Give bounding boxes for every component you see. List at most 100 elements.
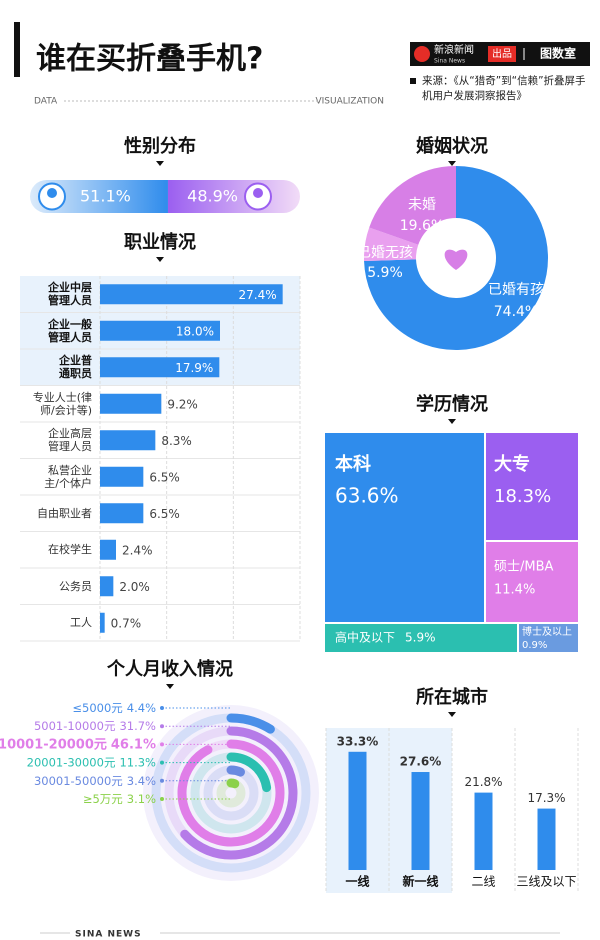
segment <box>167 180 300 213</box>
value-label: 0.9% <box>522 640 547 651</box>
category-label: 在校学生 <box>48 543 92 557</box>
category-label: 专业人士(律 师/会计等) <box>32 390 92 417</box>
title-arrow <box>156 257 164 262</box>
category-label: 企业高层 管理人员 <box>48 427 92 454</box>
ring-arc <box>226 713 275 734</box>
leader-dot <box>160 760 164 765</box>
x-tick-label: 一线 <box>345 874 369 889</box>
value-label: 18.0% <box>176 324 214 338</box>
category-label: 企业中层 管理人员 <box>48 281 92 308</box>
bar <box>411 772 430 870</box>
category-label: 企业普 通职员 <box>59 354 92 381</box>
value-label: 5.9% <box>405 631 436 645</box>
category-label: 私营企业 主/个体户 <box>44 463 92 490</box>
value-label: 31.7% <box>119 719 156 733</box>
tag: DATA <box>34 97 58 107</box>
value-label: 9.2% <box>167 397 198 411</box>
bullet <box>410 78 416 84</box>
bar <box>100 612 105 633</box>
category-label: 企业一般 管理人员 <box>48 317 92 344</box>
value-label: 3.4% <box>127 773 156 787</box>
badge: 出品 <box>492 47 512 60</box>
corner-mark <box>14 22 20 77</box>
category-label: 30001-50000元 <box>34 773 123 787</box>
ring-arc <box>180 726 298 860</box>
value-label: 17.9% <box>175 361 213 375</box>
category-label: 已婚无孩 <box>357 245 413 261</box>
title-arrow <box>156 161 164 166</box>
category-label: 公务员 <box>59 579 92 593</box>
bar <box>100 576 114 597</box>
donut-segment <box>364 166 548 350</box>
studio: 图数室 <box>540 46 576 61</box>
income-label: 10001-20000元 46.1% <box>0 737 156 752</box>
category-label: 大专 <box>494 453 530 475</box>
bar <box>474 792 493 870</box>
footer: SINA NEWS <box>75 930 142 940</box>
ring-arc <box>226 778 240 789</box>
chart-title: 性别分布 <box>124 135 196 157</box>
category-label: 20001-30000元 <box>27 755 116 769</box>
bar <box>100 393 162 414</box>
title-arrow <box>166 684 174 689</box>
value-label: 6.5% <box>149 470 180 484</box>
category-label: ≥5万元 <box>83 792 123 806</box>
category-label: 工人 <box>70 616 92 630</box>
ring-arc <box>226 765 246 777</box>
footer-bg <box>70 927 160 939</box>
value-label: 8.3% <box>161 434 192 448</box>
income-label: 5001-10000元 31.7% <box>34 719 156 733</box>
value-label: 11.3% <box>119 755 156 769</box>
category-label: 5001-10000元 <box>34 719 116 733</box>
ring-arc <box>226 752 272 793</box>
value-label: 74.4% <box>494 304 538 320</box>
bar <box>100 284 283 305</box>
category-label: 高中及以下 <box>335 630 395 645</box>
value-label: 51.1% <box>80 187 131 206</box>
chart-title: 职业情况 <box>124 232 196 253</box>
income-label: 20001-30000元 11.3% <box>27 755 156 769</box>
category-label: 未婚 <box>408 197 436 213</box>
category-label: 10001-20000元 <box>0 737 107 752</box>
x-tick-label: 新一线 <box>402 874 438 889</box>
value-label: 18.3% <box>494 486 551 507</box>
value-label: 33.3% <box>337 734 379 748</box>
chart-title: 所在城市 <box>416 686 488 708</box>
category-label: ≤5000元 <box>72 701 123 715</box>
chart-title: 学历情况 <box>416 393 488 415</box>
bar <box>100 320 220 341</box>
chart-title: 婚姻状况 <box>416 135 488 157</box>
brand-en: Sina News <box>434 58 465 65</box>
value-label: 4.4% <box>127 701 156 715</box>
treemap-cell <box>325 433 484 622</box>
income-label: ≤5000元 4.4% <box>72 701 156 715</box>
page-title: 谁在买折叠手机? <box>36 42 263 77</box>
avatar-head <box>253 188 263 198</box>
value-label: 0.7% <box>111 616 141 630</box>
value-label: 46.1% <box>111 737 156 752</box>
source: 来源：《从“猎奇”到“信赖”折叠屏手机用户发展洞察报告》 <box>422 75 586 102</box>
leader-dot <box>160 797 164 801</box>
category-label: 博士及以上 <box>522 625 572 638</box>
logo-icon <box>414 46 430 62</box>
bar <box>537 808 556 870</box>
category-label: 已婚有孩 <box>488 282 544 298</box>
category-label: 自由职业者 <box>37 506 92 520</box>
treemap-cell <box>519 624 578 652</box>
treemap-cell <box>325 624 517 652</box>
value-label: 27.6% <box>400 755 442 769</box>
value-label: 19.6% <box>400 218 444 234</box>
title-arrow <box>448 712 456 717</box>
value-label: 21.8% <box>464 775 502 789</box>
avatar-head <box>47 188 57 198</box>
title-arrow <box>448 419 456 424</box>
bar <box>100 430 156 451</box>
value-label: 63.6% <box>335 484 399 508</box>
chart-title: 个人月收入情况 <box>106 658 233 680</box>
value-label: 6.5% <box>149 507 180 521</box>
heart-icon <box>444 249 468 270</box>
tag: VISUALIZATION <box>315 97 384 107</box>
x-tick-label: 三线及以下 <box>516 875 576 889</box>
